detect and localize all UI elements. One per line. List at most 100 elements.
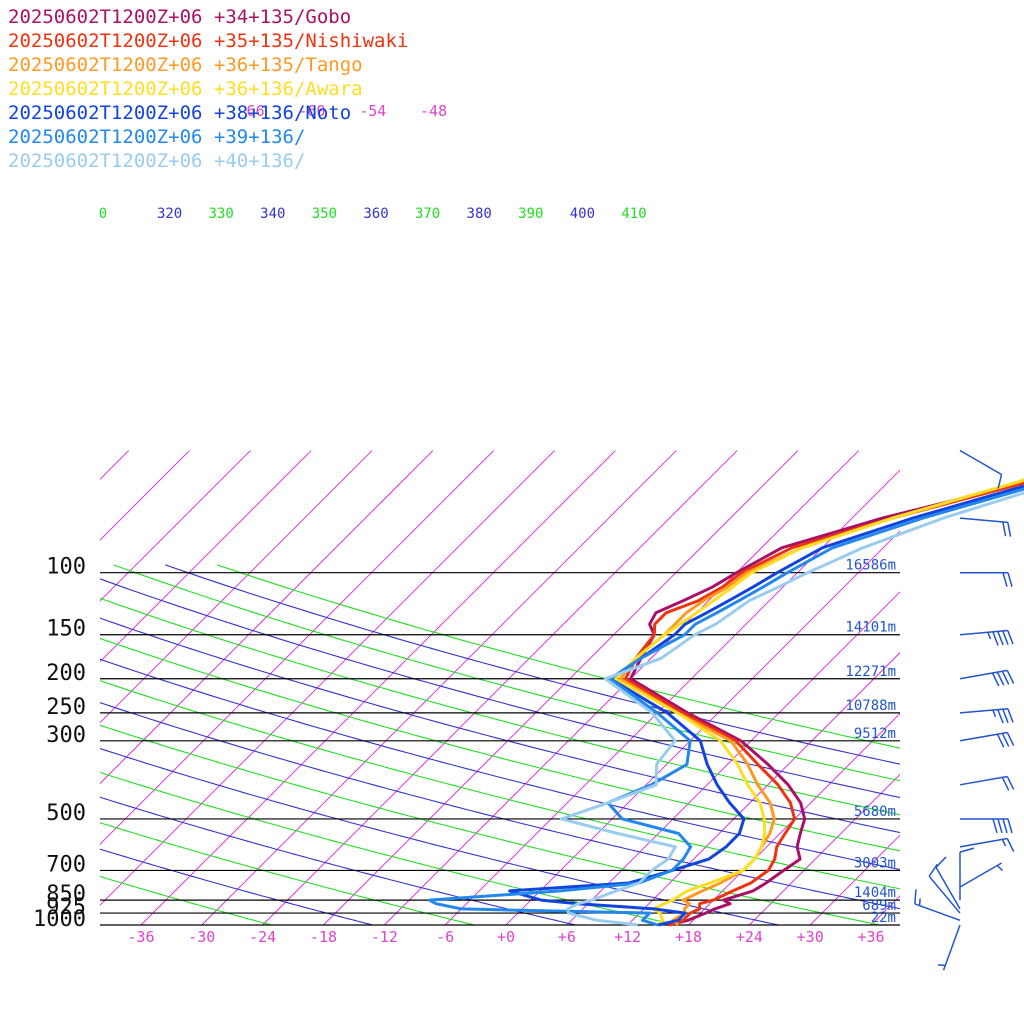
wind-barb-flag — [914, 889, 917, 904]
theta-label: 380 — [467, 206, 492, 222]
wind-barb-flag — [1006, 670, 1015, 684]
pressure-label-150: 150 — [46, 617, 86, 642]
pressure-label-300: 300 — [46, 723, 86, 748]
temp-tick-label: -6 — [436, 928, 454, 946]
theta-label: 340 — [260, 206, 285, 222]
wind-barb-shaft — [959, 707, 1008, 714]
wind-barb-flag — [1002, 818, 1008, 834]
isotherm-line — [201, 450, 677, 925]
wind-barb-flag — [997, 631, 1004, 646]
series-line-3 — [613, 478, 1024, 927]
wind-barb — [959, 449, 1003, 489]
isotherm-line — [140, 450, 616, 925]
legend-entry-5: 20250602T1200Z+06 +39+136/ — [8, 126, 305, 148]
wind-barb-shaft — [959, 629, 1008, 636]
wind-barb-shaft — [942, 924, 961, 971]
height-label-250: 10788m — [845, 698, 896, 714]
temp-tick-label: +6 — [558, 928, 576, 946]
series-line-0 — [629, 481, 1024, 927]
wind-barb-flag — [997, 709, 1004, 724]
wind-barb — [959, 775, 1015, 791]
isotherm-line — [0, 451, 7, 925]
pressure-label-850: 850 — [46, 882, 86, 907]
pressure-label-100: 100 — [46, 555, 86, 580]
wind-barb — [959, 669, 1015, 687]
wind-barb-flag — [1001, 670, 1010, 685]
height-label-100: 16586m — [845, 558, 896, 574]
wind-barb — [959, 847, 975, 901]
wind-barb-flag — [1007, 572, 1013, 587]
temp-tick-label: -12 — [371, 928, 398, 946]
theta-label: 320 — [157, 206, 182, 222]
wind-barb-flag — [1007, 708, 1014, 723]
isotherm-line — [100, 450, 190, 541]
legend-entry-4: 20250602T1200Z+06 +38+136/Noto — [8, 102, 351, 124]
wind-barb-flag — [1006, 732, 1015, 746]
upper-temp-label: -54 — [359, 102, 386, 120]
upper-temp-label: -60 — [298, 102, 325, 120]
series-line-5 — [428, 487, 1024, 927]
isotherm-line — [444, 469, 900, 925]
height-label-200: 12271m — [845, 664, 896, 680]
legend-entry-1: 20250602T1200Z+06 +35+135/Nishiwaki — [8, 30, 408, 52]
theta-label: 370 — [415, 206, 440, 222]
temp-tick-label: +30 — [797, 928, 824, 946]
isotherm-line — [505, 530, 900, 925]
temp-tick-label: +24 — [736, 928, 763, 946]
wind-barb-shaft — [959, 517, 1008, 524]
pressure-label-500: 500 — [46, 801, 86, 826]
wind-barb-shaft — [928, 875, 961, 914]
temp-tick-label: +12 — [614, 928, 641, 946]
wind-barb-shaft — [959, 837, 1008, 848]
wind-barb-flag — [1002, 521, 1007, 537]
dry-adiabat-360 — [100, 617, 900, 834]
theta-label: 410 — [621, 206, 646, 222]
isotherm-line — [100, 450, 312, 663]
isotherm-line — [100, 450, 251, 602]
temp-tick-label: +0 — [497, 928, 515, 946]
isotherm-line — [809, 834, 900, 925]
series-line-1 — [624, 481, 1024, 927]
isotherm-line — [627, 652, 900, 925]
series-line-6 — [559, 491, 1024, 927]
wind-barbs — [914, 449, 1015, 971]
isotherm-line — [262, 450, 738, 925]
wind-barb-flag — [1002, 708, 1009, 724]
pressure-label-1000: 1000 — [33, 907, 86, 932]
wind-barb-flag — [997, 818, 1003, 834]
wind-barb-shaft — [959, 862, 1002, 888]
wind-barb-flag — [1007, 630, 1014, 645]
temp-tick-label: +18 — [675, 928, 702, 946]
theta-label: 350 — [312, 206, 337, 222]
wind-barb-flag — [996, 671, 1005, 686]
wind-barb-flag — [959, 847, 975, 853]
dry-adiabat-410 — [216, 564, 900, 749]
wind-barb — [959, 837, 1015, 852]
upper-temp-label: -48 — [420, 102, 447, 120]
temp-tick-label: -18 — [310, 928, 337, 946]
temp-tick-label: -30 — [188, 928, 215, 946]
wind-barb-flag — [992, 818, 998, 834]
upper-temp-label: -66 — [238, 102, 265, 120]
isotherm-line — [932, 451, 1024, 925]
wind-barb-flag — [928, 863, 938, 877]
wind-barb-half-flag — [987, 632, 992, 640]
wind-barb-half-flag — [992, 709, 997, 718]
isotherm-line — [749, 773, 900, 925]
wind-barb — [959, 707, 1014, 724]
height-label-300: 9512m — [854, 726, 896, 742]
legend-entry-6: 20250602T1200Z+06 +40+136/ — [8, 150, 305, 172]
temperature-profiles — [428, 478, 1024, 927]
wind-barb — [959, 517, 1012, 537]
wind-barb-flag — [1001, 732, 1010, 747]
legend-entry-2: 20250602T1200Z+06 +36+135/Tango — [8, 54, 363, 76]
pressure-label-200: 200 — [46, 661, 86, 686]
height-label-850: 1404m — [854, 885, 896, 901]
pressure-label-250: 250 — [46, 695, 86, 720]
wind-barb-shaft — [959, 731, 1008, 742]
wind-barb-flag — [997, 474, 1003, 489]
temp-tick-label: -24 — [249, 928, 276, 946]
wind-barb-half-flag — [918, 898, 921, 906]
